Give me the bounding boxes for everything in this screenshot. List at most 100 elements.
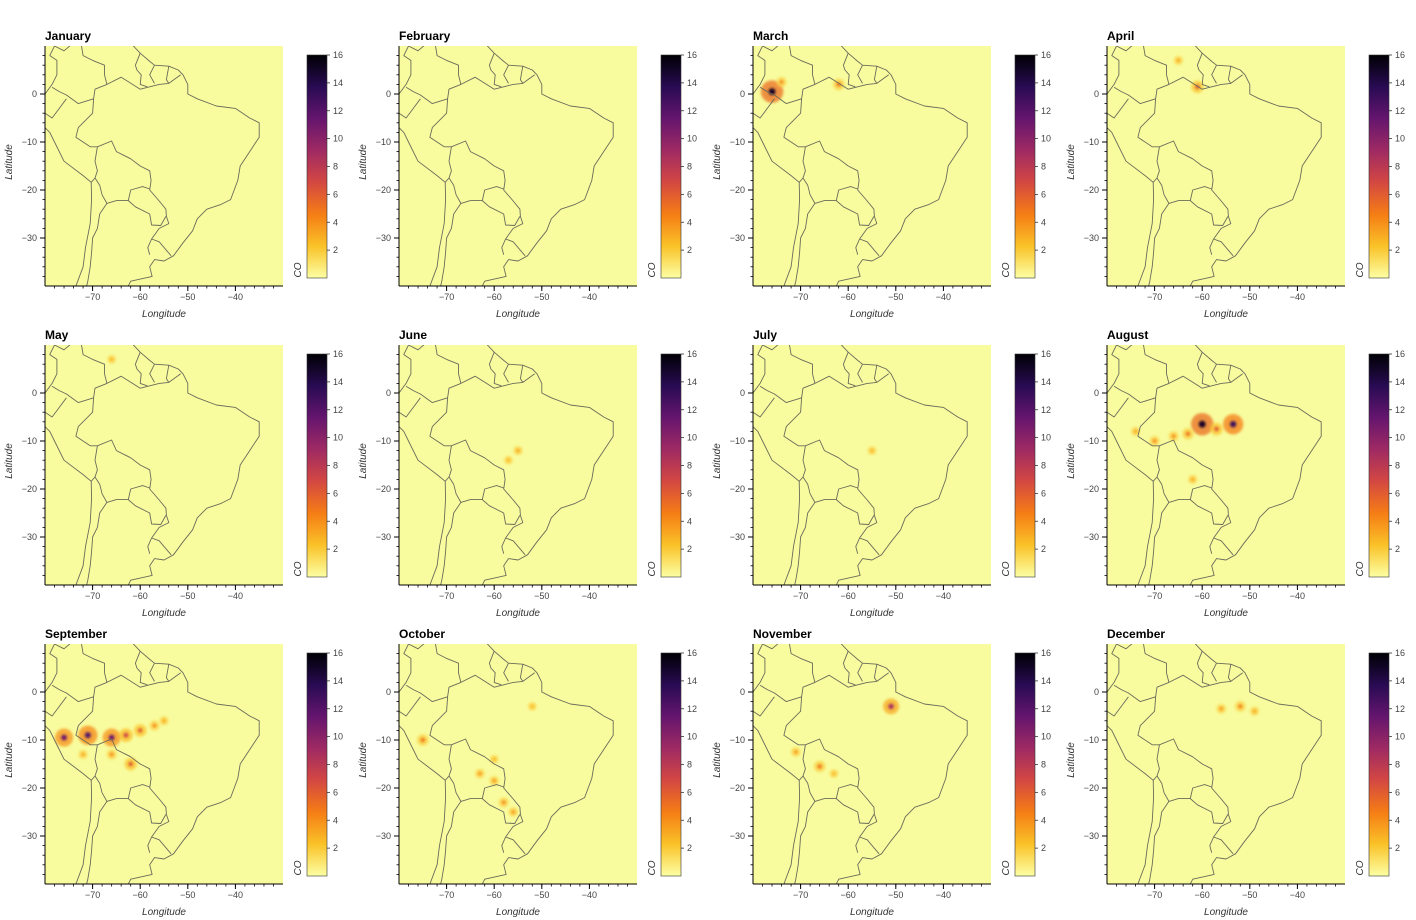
country-border bbox=[51, 385, 94, 404]
x-axis-label: Longitude bbox=[850, 309, 894, 320]
co-hotspot bbox=[817, 764, 822, 769]
y-tick-label: −10 bbox=[376, 137, 391, 147]
plot-area bbox=[753, 46, 991, 286]
country-border bbox=[802, 177, 858, 204]
country-border bbox=[873, 664, 878, 682]
plot-area bbox=[45, 644, 283, 884]
x-axis-label: Longitude bbox=[142, 608, 186, 619]
country-border bbox=[90, 445, 98, 482]
country-border bbox=[1116, 46, 1322, 286]
country-border bbox=[1190, 200, 1229, 226]
plot-area bbox=[399, 345, 637, 585]
colorbar-tick-label: 6 bbox=[333, 488, 338, 498]
country-border bbox=[873, 365, 878, 383]
country-border bbox=[444, 445, 452, 482]
co-hotspot bbox=[109, 357, 114, 362]
co-hotspot bbox=[779, 79, 784, 85]
x-tick-label: −50 bbox=[1242, 591, 1257, 601]
country-border bbox=[857, 662, 863, 682]
country-border bbox=[408, 644, 614, 884]
country-border bbox=[1116, 644, 1322, 884]
y-tick-label: −30 bbox=[1084, 831, 1099, 841]
country-border bbox=[798, 445, 806, 482]
panel-title: June bbox=[399, 328, 427, 342]
country-border bbox=[789, 644, 816, 683]
x-tick-label: −60 bbox=[487, 890, 502, 900]
plot-area bbox=[1107, 46, 1345, 286]
panel-title: August bbox=[1107, 328, 1148, 342]
country-border bbox=[759, 684, 802, 703]
country-border bbox=[435, 644, 462, 683]
country-border bbox=[753, 345, 801, 585]
country-border bbox=[1107, 644, 1155, 884]
plot-area bbox=[45, 345, 283, 585]
colorbar-tick-label: 16 bbox=[333, 349, 343, 359]
country-border bbox=[45, 98, 67, 119]
country-border bbox=[783, 672, 889, 855]
country-border bbox=[147, 836, 153, 853]
colorbar-tick-label: 8 bbox=[1395, 760, 1400, 770]
colorbar-tick-label: 10 bbox=[687, 732, 697, 742]
co-hotspot bbox=[888, 703, 894, 710]
country-border bbox=[165, 66, 170, 84]
country-border bbox=[45, 696, 67, 717]
x-tick-label: −50 bbox=[180, 890, 195, 900]
colorbar-label: CO bbox=[1001, 860, 1012, 875]
country-border bbox=[482, 200, 521, 226]
y-tick-label: 0 bbox=[740, 687, 745, 697]
y-axis-label: Latitude bbox=[712, 742, 723, 778]
co-hotspot bbox=[137, 728, 143, 733]
colorbar-tick-label: 4 bbox=[687, 815, 692, 825]
colorbar-tick-label: 6 bbox=[687, 488, 692, 498]
colorbar-tick-label: 4 bbox=[1041, 217, 1046, 227]
y-tick-label: 0 bbox=[386, 687, 391, 697]
co-hotspot bbox=[108, 734, 115, 741]
x-tick-label: −50 bbox=[1242, 292, 1257, 302]
y-tick-label: −10 bbox=[22, 436, 37, 446]
map-svg: August −70 −60 −50 −40 0 −10 −20 −30 Longitude Lat… bbox=[1066, 328, 1405, 619]
country-border bbox=[1107, 696, 1129, 717]
co-hotspot bbox=[61, 734, 67, 741]
x-tick-label: −40 bbox=[936, 591, 951, 601]
colorbar bbox=[1014, 652, 1036, 877]
x-tick-label: −70 bbox=[793, 890, 808, 900]
y-tick-label: −20 bbox=[730, 484, 745, 494]
colorbar-tick-label: 10 bbox=[1395, 732, 1405, 742]
x-tick-label: −50 bbox=[888, 890, 903, 900]
y-axis-label: Latitude bbox=[358, 144, 369, 180]
colorbar-tick-label: 2 bbox=[687, 544, 692, 554]
country-border bbox=[405, 86, 448, 105]
country-border bbox=[762, 345, 968, 585]
plot-area bbox=[1107, 345, 1345, 585]
map-panel-february: February −70 −60 −50 −40 0 −10 −20 −30 Longitude L… bbox=[354, 0, 708, 320]
map-svg: June −70 −60 −50 −40 0 −10 −20 −30 Longitude Latit… bbox=[358, 328, 697, 619]
map-svg: February −70 −60 −50 −40 0 −10 −20 −30 Longitude L… bbox=[358, 29, 697, 320]
colorbar-tick-label: 14 bbox=[333, 676, 343, 686]
co-hotspot bbox=[420, 737, 425, 743]
colorbar-tick-label: 8 bbox=[687, 162, 692, 172]
y-tick-label: 0 bbox=[32, 89, 37, 99]
co-hotspot bbox=[501, 800, 506, 805]
colorbar-tick-label: 14 bbox=[1041, 377, 1051, 387]
y-tick-label: −20 bbox=[730, 185, 745, 195]
colorbar-tick-label: 4 bbox=[687, 516, 692, 526]
colorbar-tick-label: 10 bbox=[333, 433, 343, 443]
co-hotspot bbox=[84, 732, 91, 739]
colorbar-tick-label: 14 bbox=[1395, 676, 1405, 686]
country-border bbox=[128, 200, 167, 226]
colorbar-tick-label: 14 bbox=[687, 676, 697, 686]
country-border bbox=[405, 684, 448, 703]
map-svg: May −70 −60 −50 −40 0 −10 −20 −30 Longitude Latitu… bbox=[4, 328, 343, 619]
colorbar-tick-label: 12 bbox=[1041, 106, 1051, 116]
colorbar-tick-label: 6 bbox=[333, 787, 338, 797]
co-hotspot bbox=[506, 458, 511, 463]
colorbar-tick-label: 14 bbox=[333, 78, 343, 88]
y-tick-label: −30 bbox=[22, 831, 37, 841]
colorbar-tick-label: 16 bbox=[687, 648, 697, 658]
country-border bbox=[435, 345, 462, 384]
colorbar-tick-label: 8 bbox=[1395, 461, 1400, 471]
y-axis-label: Latitude bbox=[1066, 742, 1077, 778]
plot-area bbox=[753, 644, 991, 884]
country-border bbox=[128, 798, 167, 824]
co-hotspot bbox=[1190, 477, 1195, 482]
